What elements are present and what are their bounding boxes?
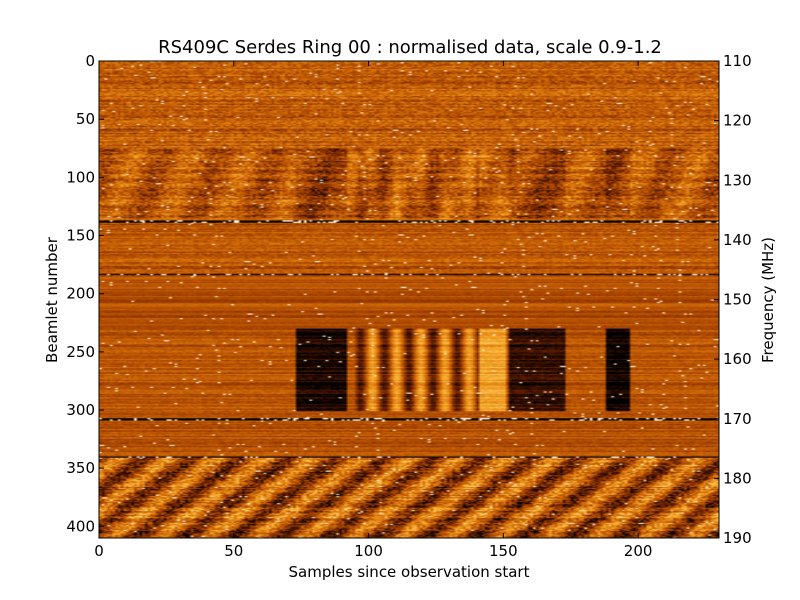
y-axis-label-right: Frequency (MHz): [759, 237, 777, 363]
y-right-tick-label: 150: [723, 291, 752, 309]
x-axis-label: Samples since observation start: [289, 563, 530, 581]
x-tick-label: 200: [624, 542, 653, 560]
y-tick-label: 200: [66, 285, 95, 303]
y-tick-label: 350: [66, 459, 95, 477]
x-tick-label: 50: [224, 542, 243, 560]
x-tick-label: 100: [354, 542, 383, 560]
heatmap-plot-area: [98, 60, 720, 539]
y-tick-label: 100: [66, 168, 95, 186]
y-tick-label: 50: [76, 110, 95, 128]
y-tick-label: 250: [66, 343, 95, 361]
y-tick-label: 0: [85, 52, 95, 70]
y-right-tick-label: 120: [723, 112, 752, 130]
y-right-tick-label: 190: [723, 529, 752, 547]
y-axis-ticks-right: 110 120 130 140 150 160 170 180 190: [714, 52, 752, 547]
y-right-tick-label: 170: [723, 410, 752, 428]
y-right-tick-label: 130: [723, 171, 752, 189]
y-tick-label: 150: [66, 227, 95, 245]
heatmap-image: [99, 61, 719, 538]
x-tick-label: 150: [489, 542, 518, 560]
y-right-tick-label: 140: [723, 231, 752, 249]
y-right-tick-label: 110: [723, 52, 752, 70]
chart-title: RS409C Serdes Ring 00 : normalised data,…: [158, 37, 662, 58]
y-axis-ticks-left: 0 50 100 150 200 250 300 350 400: [66, 52, 104, 535]
y-tick-label: 300: [66, 401, 95, 419]
y-tick-label: 400: [66, 517, 95, 535]
x-axis-ticks: 0 50 100 150 200: [94, 61, 652, 560]
y-right-tick-label: 180: [723, 469, 752, 487]
y-axis-label-left: Beamlet number: [43, 236, 61, 363]
y-right-tick-label: 160: [723, 350, 752, 368]
x-tick-label: 0: [94, 542, 104, 560]
